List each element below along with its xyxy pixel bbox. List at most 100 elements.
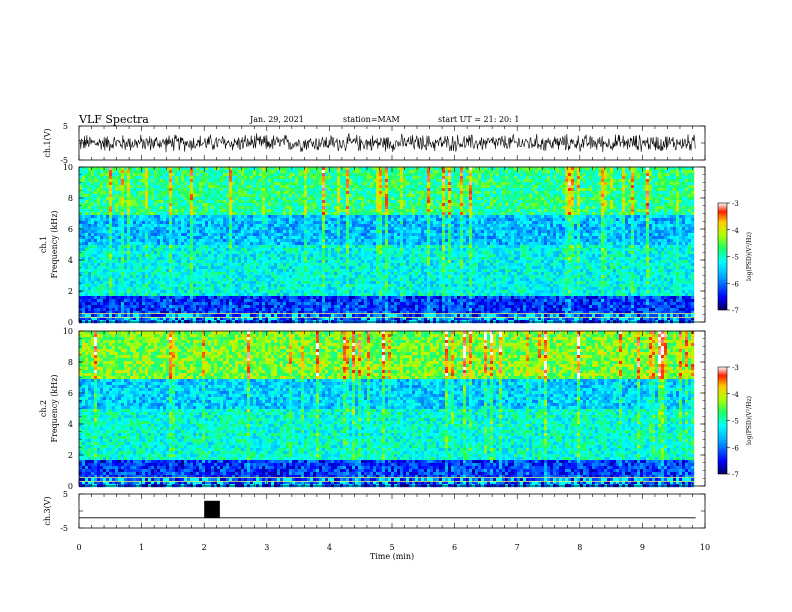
- ch1-spectrogram-cell: [289, 191, 292, 194]
- ch1-spectrogram-cell: [370, 176, 373, 179]
- ch1-spectrogram-cell: [259, 176, 262, 179]
- ch1-spectrogram-cell: [592, 194, 595, 197]
- ch1-spectrogram-cell: [178, 206, 181, 209]
- ch1-spectrogram-cell: [628, 206, 631, 209]
- ch1-spectrogram-cell: [292, 170, 295, 173]
- ch1-spectrogram-cell: [103, 233, 106, 236]
- ch1-spectrogram-cell: [340, 194, 343, 197]
- ch1-spectrogram-cell: [613, 170, 616, 173]
- ch1-spectrogram-cell: [442, 224, 445, 227]
- ch1-spectrogram-cell: [421, 236, 424, 239]
- ch1-spectrogram-cell: [109, 200, 112, 203]
- ch1-spectrogram-cell: [427, 203, 430, 206]
- ch1-spectrogram-cell: [355, 185, 358, 188]
- ch1-spectrogram-cell: [457, 182, 460, 185]
- ch1-spectrogram-cell: [238, 230, 241, 233]
- ch1-spectrogram-cell: [190, 236, 193, 239]
- ch1-spectrogram-cell: [121, 179, 124, 182]
- ch1-spectrogram-cell: [529, 209, 532, 212]
- ch1-spectrogram-cell: [304, 215, 307, 218]
- ch1-spectrogram-cell: [364, 227, 367, 230]
- ch1-spectrogram-cell: [442, 179, 445, 182]
- ch1-spectrogram-cell: [538, 221, 541, 224]
- ch1-spectrogram-cell: [253, 233, 256, 236]
- ch1-spectrogram-cell: [154, 173, 157, 176]
- ch1-spectrogram-cell: [214, 179, 217, 182]
- ch1-spectrogram-cell: [304, 206, 307, 209]
- ch1-spectrogram-cell: [652, 221, 655, 224]
- ch1-spectrogram-cell: [502, 176, 505, 179]
- ch1-spectrogram-cell: [487, 233, 490, 236]
- ch1-spectrogram-cell: [283, 233, 286, 236]
- ch1-spectrogram-cell: [571, 170, 574, 173]
- ch1-spectrogram-cell: [97, 218, 100, 221]
- ch1-spectrogram-cell: [295, 176, 298, 179]
- ch1-spectrogram-cell: [451, 227, 454, 230]
- ch1-spectrogram-cell: [466, 203, 469, 206]
- ch1-spectrogram-cell: [382, 197, 385, 200]
- ch1-spectrogram-cell: [277, 170, 280, 173]
- ch1-spectrogram-cell: [358, 227, 361, 230]
- ch1-spectrogram-cell: [322, 167, 325, 170]
- ch1-spectrogram-cell: [571, 191, 574, 194]
- ch1-spectrogram-cell: [289, 230, 292, 233]
- ch1-spectrogram-cell: [271, 209, 274, 212]
- ch1-spectrogram-cell: [586, 218, 589, 221]
- ch1-spectrogram-cell: [289, 215, 292, 218]
- ch1-spectrogram-cell: [589, 197, 592, 200]
- ch1-spectrogram-cell: [673, 206, 676, 209]
- ch1-spectrogram-cell: [226, 215, 229, 218]
- ch1-spectrogram-cell: [106, 206, 109, 209]
- ch1-spectrogram-cell: [475, 176, 478, 179]
- ch1-spectrogram-cell: [682, 233, 685, 236]
- ch1-spectrogram-cell: [256, 230, 259, 233]
- ch1-spectrogram-cell: [628, 218, 631, 221]
- ch1-spectrogram-cell: [202, 176, 205, 179]
- ch1-spectrogram-cell: [85, 185, 88, 188]
- ch1-spectrogram-cell: [430, 191, 433, 194]
- ch1-spectrogram-cell: [445, 209, 448, 212]
- ch1-spectrogram-cell: [466, 233, 469, 236]
- ch1-spectrogram-cell: [352, 173, 355, 176]
- ch1-spectrogram-cell: [544, 185, 547, 188]
- ch1-spectrogram-cell: [292, 206, 295, 209]
- ch1-spectrogram-cell: [379, 176, 382, 179]
- ch1-spectrogram-cell: [265, 221, 268, 224]
- ch1-spectrogram-cell: [451, 179, 454, 182]
- ch1-spectrogram-cell: [409, 212, 412, 215]
- ch1-spectrogram-cell: [157, 221, 160, 224]
- ch1-spectrogram-cell: [190, 239, 193, 242]
- ch1-spectrogram-cell: [364, 182, 367, 185]
- ch1-spectrogram-cell: [190, 212, 193, 215]
- ch1-spectrogram-cell: [292, 215, 295, 218]
- ch1-spectrogram-cell: [667, 224, 670, 227]
- ch1-spectrogram-cell: [295, 191, 298, 194]
- ch1-spectrogram-cell: [421, 173, 424, 176]
- ch1-spectrogram-cell: [409, 236, 412, 239]
- ch1-spectrogram-cell: [574, 236, 577, 239]
- ch1-spectrogram-cell: [505, 173, 508, 176]
- ch1-spectrogram-cell: [205, 167, 208, 170]
- ch1-spectrogram-cell: [598, 191, 601, 194]
- ch1-spectrogram-cell: [265, 212, 268, 215]
- ch1-spectrogram-cell: [403, 209, 406, 212]
- ch1-spectrogram-cell: [163, 197, 166, 200]
- ch1-spectrogram-cell: [628, 224, 631, 227]
- ch1-spectrogram-cell: [250, 191, 253, 194]
- ch1-spectrogram-cell: [265, 185, 268, 188]
- ch1-spectrogram-cell: [466, 176, 469, 179]
- ch1-spectrogram-cell: [250, 176, 253, 179]
- ch1-spectrogram-cell: [382, 182, 385, 185]
- ch1-spectrogram-cell: [553, 194, 556, 197]
- ch1-spectrogram-cell: [457, 212, 460, 215]
- ch1-spectrogram-cell: [547, 179, 550, 182]
- ch1-spectrogram-cell: [307, 170, 310, 173]
- ch1-spectrogram-cell: [613, 191, 616, 194]
- ch1-spectrogram-cell: [286, 197, 289, 200]
- ch1-spectrogram-cell: [331, 167, 334, 170]
- ch1-spectrogram-cell: [421, 179, 424, 182]
- ch1-spectrogram-cell: [604, 188, 607, 191]
- ch1-spectrogram-cell: [541, 233, 544, 236]
- ch1-spectrogram-cell: [361, 218, 364, 221]
- ch1-spectrogram-cell: [565, 170, 568, 173]
